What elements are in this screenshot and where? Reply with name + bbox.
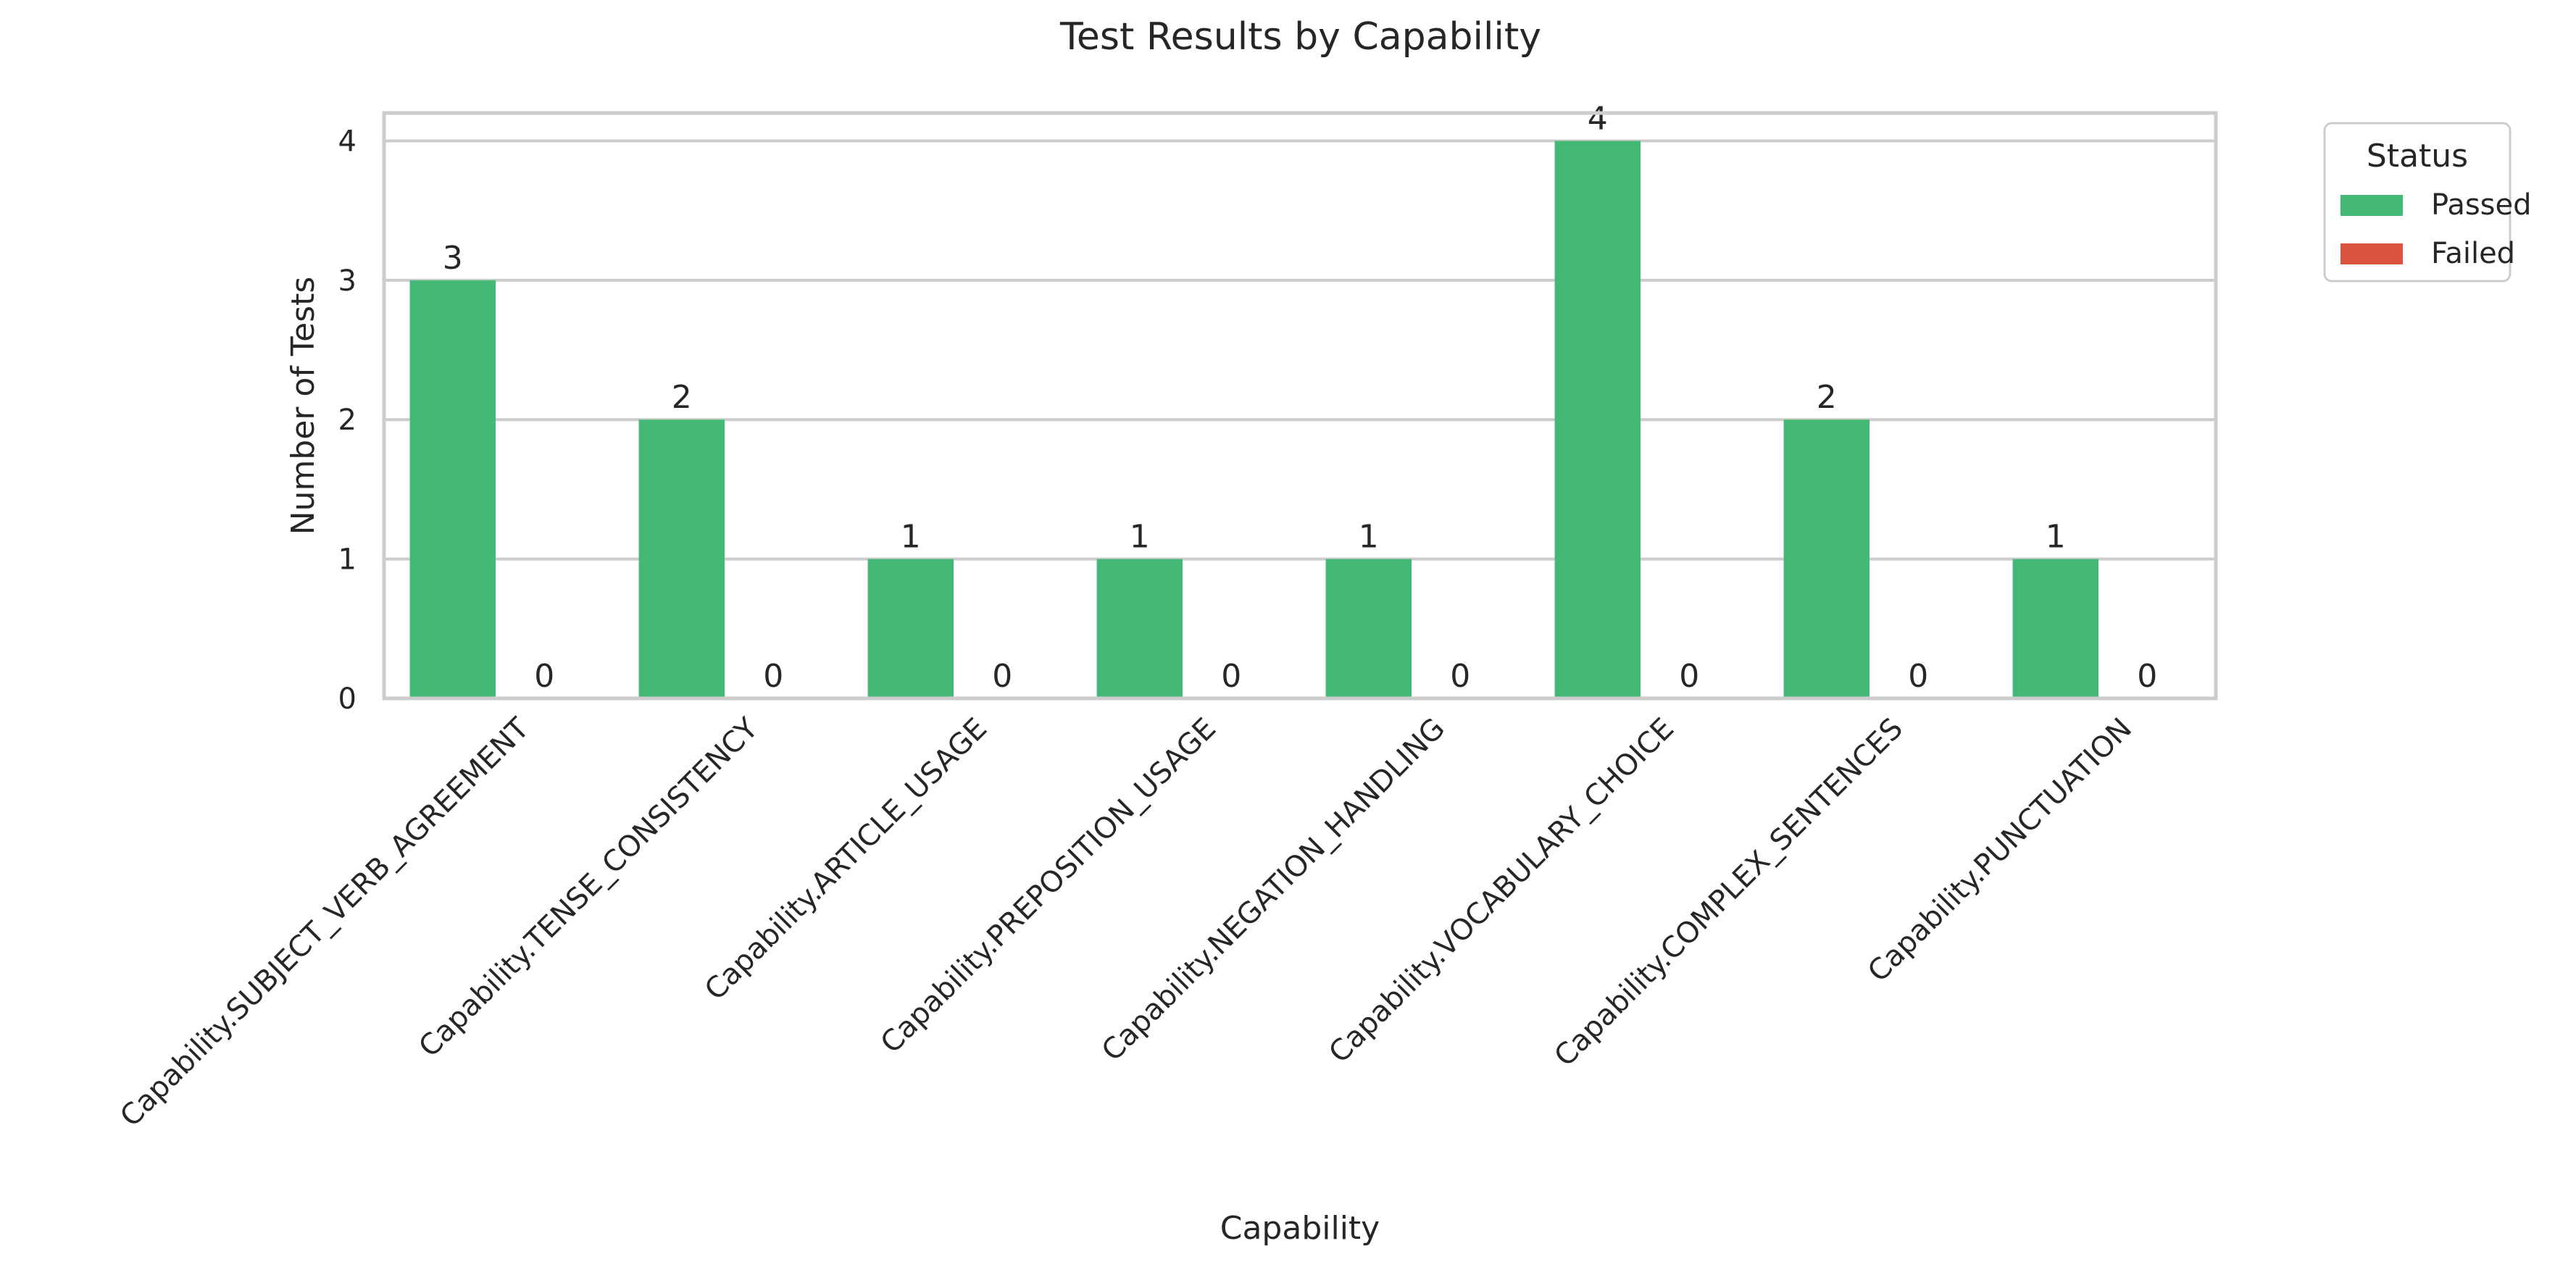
bar-value-label: 1 <box>1359 519 1379 556</box>
bar-value-label: 3 <box>443 240 463 277</box>
bar-passed-3 <box>1096 559 1183 698</box>
bar-passed-5 <box>1554 141 1641 698</box>
legend-box <box>2323 122 2512 283</box>
bar-value-label: 0 <box>992 658 1012 695</box>
x-axis-label: Capability <box>1220 1210 1380 1247</box>
bar-passed-0 <box>409 280 496 698</box>
y-tick-label: 4 <box>338 125 357 158</box>
bar-value-label: 4 <box>1588 100 1608 137</box>
bar-value-label: 1 <box>2046 519 2066 556</box>
bars <box>409 141 2098 698</box>
bar-passed-6 <box>1783 419 1870 698</box>
y-axis-ticks: 0 1 2 3 4 <box>338 125 357 716</box>
bar-value-label: 2 <box>1817 379 1837 416</box>
bar-labels: 3 0 2 0 1 0 1 0 1 0 4 0 2 0 1 0 <box>443 100 2157 695</box>
bar-passed-7 <box>2012 559 2098 698</box>
y-tick-label: 2 <box>338 404 357 437</box>
bar-passed-1 <box>638 419 725 698</box>
legend-swatch-failed <box>2341 243 2403 264</box>
bar-passed-2 <box>867 559 954 698</box>
bar-value-label: 0 <box>1679 658 1699 695</box>
y-tick-label: 3 <box>338 264 357 298</box>
legend-label-passed: Passed <box>2431 188 2532 222</box>
legend-label-failed: Failed <box>2431 237 2515 270</box>
plot-area-frame <box>382 111 2218 701</box>
y-tick-label: 0 <box>338 682 357 716</box>
legend-items: Passed Failed <box>2341 188 2532 270</box>
legend-title: Status <box>2367 138 2468 175</box>
bar-value-label: 1 <box>1130 519 1150 556</box>
bar-value-label: 2 <box>672 379 692 416</box>
bar-value-label: 0 <box>534 658 554 695</box>
bar-value-label: 0 <box>1450 658 1470 695</box>
legend-swatch-passed <box>2341 195 2403 216</box>
legend: Status Passed Failed <box>2323 122 2532 283</box>
bar-value-label: 0 <box>1221 658 1241 695</box>
chart-title: Test Results by Capability <box>1059 15 1541 59</box>
bar-value-label: 0 <box>2137 658 2157 695</box>
bar-value-label: 1 <box>901 519 921 556</box>
bar-value-label: 0 <box>1908 658 1928 695</box>
bar-value-label: 0 <box>763 658 783 695</box>
bar-passed-4 <box>1325 559 1412 698</box>
y-axis-label: Number of Tests <box>285 277 322 535</box>
y-tick-label: 1 <box>338 543 357 577</box>
